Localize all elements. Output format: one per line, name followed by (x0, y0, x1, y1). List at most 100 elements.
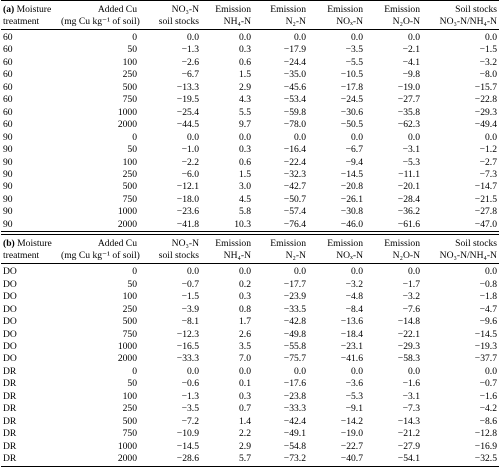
table-cell: −4.1 (402, 56, 420, 68)
table-cell: −78.0 (283, 119, 306, 131)
table-cell: 3.5 (239, 340, 251, 352)
table-cell: 0.0 (294, 131, 306, 143)
table-cell: DR (3, 415, 17, 427)
table-cell: −8.0 (479, 69, 497, 81)
column-header: (b) Moisture treatment (1, 234, 59, 265)
table-cell: −3.1 (402, 390, 420, 402)
table-row: DR 100 −1.3 0.3 −23.8 −5.3 −3.1 −1.6 (1, 391, 499, 403)
table-cell: 2000 (59, 218, 139, 233)
table-cell: 90 (3, 168, 13, 180)
table-cell: 0.0 (294, 32, 306, 43)
table-cell: 1000 (117, 106, 137, 118)
table-cell: −9.4 (345, 156, 363, 168)
table-row: 60 1000 −25.4 5.5 −59.8 −30.6 −35.8 −29.3 (1, 107, 499, 119)
table-cell: −32.3 (283, 168, 306, 180)
table-cell: 2000 (59, 453, 139, 467)
table-cell: −1.5 (181, 291, 199, 303)
table-cell: −16.9 (474, 440, 497, 452)
table-cell: 250 (122, 403, 137, 415)
table-cell: −12.3 (176, 328, 199, 340)
table-cell: 0.1 (239, 378, 251, 390)
table-cell: −9.8 (402, 69, 420, 81)
table-cell: 0.6 (239, 156, 251, 168)
table-cell: 500 (122, 181, 137, 193)
table-cell: 0.0 (485, 365, 497, 377)
header-text: NO₃-N/NH₄-N (439, 249, 497, 261)
table-cell: −14.5 (340, 168, 363, 180)
table-row: 60 50 −1.3 0.3 −17.9 −3.5 −2.1 −1.5 (1, 44, 499, 56)
table-cell: −32.5 (422, 453, 499, 467)
table-cell: −49.4 (474, 119, 497, 131)
table-cell: −2.2 (181, 156, 199, 168)
table-cell: −2.7 (479, 156, 497, 168)
table-cell: −0.6 (181, 378, 199, 390)
table-cell: −76.4 (253, 218, 308, 233)
table-cell: −36.2 (397, 206, 420, 218)
table-cell: −23.6 (176, 206, 199, 218)
table-cell: 750 (122, 328, 137, 340)
table-cell: 2.6 (239, 328, 251, 340)
table-cell: 0.2 (239, 278, 251, 290)
table-cell: −41.8 (139, 218, 201, 233)
column-header: Emission N₂O-N (365, 234, 422, 265)
header-text: soil stocks (158, 15, 199, 27)
table-cell: −1.8 (479, 291, 497, 303)
table-row: 90 2000 −41.8 10.3 −76.4 −46.0 −61.6 −47.0 (1, 218, 499, 233)
table-cell: −14.5 (176, 440, 199, 452)
column-header: (a) Moisture treatment (1, 0, 59, 30)
table-cell: 0.0 (351, 131, 363, 143)
table-cell: 0.0 (187, 266, 199, 278)
table-cell: −47.0 (422, 218, 499, 233)
table-cell: −26.1 (340, 193, 363, 205)
table-cell: −42.8 (283, 316, 306, 328)
table-cell: −0.7 (479, 378, 497, 390)
table-cell: 60 (3, 56, 13, 68)
table-cell: 250 (122, 69, 137, 81)
table-cell: 500 (122, 316, 137, 328)
table-cell: −3.2 (345, 278, 363, 290)
table-row: DR 50 −0.6 0.1 −17.6 −3.6 −1.6 −0.7 (1, 378, 499, 390)
table-row: DO 2000 −33.3 7.0 −75.7 −41.6 −58.3 −37.7 (1, 353, 499, 365)
table-cell: 90 (3, 181, 13, 193)
table-cell: −1.0 (181, 144, 199, 156)
table-cell: −49.8 (283, 328, 306, 340)
table-cell: 0 (132, 365, 137, 377)
table-cell: 90 (3, 144, 13, 156)
table-cell: −3.1 (402, 144, 420, 156)
table-cell: −28.4 (397, 193, 420, 205)
header-text: N₂-N (285, 15, 306, 27)
table-cell: 90 (1, 218, 59, 233)
table-cell: DO (3, 266, 17, 278)
table-cell: 0.3 (239, 44, 251, 56)
data-table: (a) Moisture treatment Added Cu (mg Cu kg⁻¹… (1, 0, 499, 233)
table-cell: DR (3, 390, 17, 402)
header-text: Emission (215, 4, 251, 15)
table-cell: −13.3 (176, 81, 199, 93)
table-cell: 0.8 (239, 303, 251, 315)
table-cell: −1.2 (479, 144, 497, 156)
table-row: DO 750 −12.3 2.6 −49.8 −18.4 −22.1 −14.5 (1, 329, 499, 341)
table-cell: −3.6 (345, 378, 363, 390)
table-row: DO 50 −0.7 0.2 −17.7 −3.2 −1.7 −0.8 (1, 279, 499, 291)
table-header: (a) Moisture treatment Added Cu (mg Cu kg⁻¹… (1, 0, 499, 30)
table-cell: −19.3 (474, 340, 497, 352)
table-cell: −50.7 (283, 193, 306, 205)
table-cell: −4.7 (479, 303, 497, 315)
table-cell: 60 (3, 69, 13, 81)
table-cell: −9.1 (345, 403, 363, 415)
column-header: Emission NH₄-N (201, 0, 253, 30)
table-cell: 750 (122, 94, 137, 106)
table-cell: −24.4 (283, 56, 306, 68)
table-cell: DO (3, 316, 17, 328)
table-cell: −11.1 (398, 168, 420, 180)
table-cell: 0.0 (239, 131, 251, 143)
table-cell: 100 (122, 156, 137, 168)
header-text: treatment (3, 15, 40, 27)
table-cell: −14.8 (397, 316, 420, 328)
table-cell: 0.0 (187, 131, 199, 143)
table-cell: −27.7 (397, 94, 420, 106)
table-cell: −42.4 (283, 415, 306, 427)
table-cell: −16.5 (176, 340, 199, 352)
table-cell: −2.6 (181, 56, 199, 68)
column-header: Emission N₂-N (253, 0, 308, 30)
